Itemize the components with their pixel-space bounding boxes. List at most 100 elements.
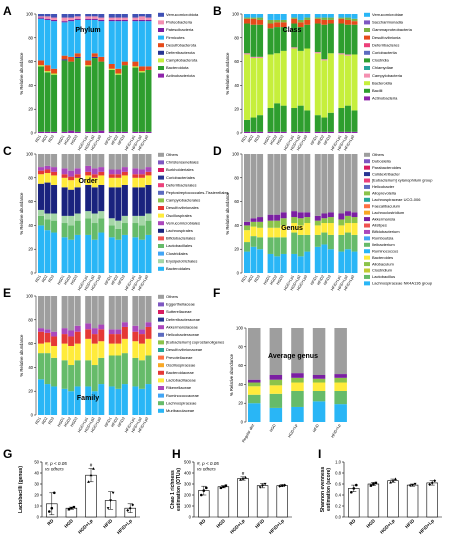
x-tick-label: HGD1 [263,135,272,146]
bar-segment [351,212,358,218]
legend-entry: Allobaculum [372,261,394,266]
bar-segment [108,68,115,70]
bar-segment [74,343,81,361]
panel-H: H 0 100 200 300 400 500 Chao 1 richness estimati… [170,447,292,535]
bar-segment [91,177,98,188]
bar-segment [274,14,281,20]
x-tick-label: HGD2 [269,135,278,146]
bar-segment [38,225,45,273]
y-tick-label: 0.0 [335,515,341,520]
bar-segment [338,154,345,214]
y-tick-label: 20 [28,247,33,252]
bar-segment [314,220,321,226]
x-tick-label: HGD+Lp3 [90,135,102,152]
data-point [224,484,228,487]
bar-segment [145,326,152,339]
data-point [53,491,56,495]
bar-segment [351,18,358,22]
bar-segment [85,338,92,361]
data-point [355,483,358,487]
bar-segment [327,23,334,54]
bar-segment [351,234,358,252]
legend-swatch [364,35,370,40]
bar-segment [68,225,75,240]
bar-segment [274,220,281,228]
bar-segment [291,47,298,49]
legend-entry: Campylobacteria [372,73,403,78]
legend-swatch [364,236,370,241]
bar-segment [74,16,81,19]
bar-segment [267,19,274,24]
bar-segment [280,131,287,133]
bar-segment [138,215,145,226]
bar-segment [327,131,334,133]
y-tick-label: 80 [238,344,243,349]
bar-segment [68,189,75,216]
x-tick-label: HGD1 [57,417,66,428]
bar-segment [61,21,68,23]
bar-segment [304,154,311,213]
bar-segment [85,211,92,219]
bar-segment [91,19,98,54]
data-point [87,480,90,483]
bar-segment [291,377,304,383]
bar-segment [250,14,257,18]
bar-segment [115,355,122,389]
y-tick-label: 100 [236,326,244,331]
x-tick-label: HFiD1 [310,135,319,146]
legend-swatch [158,236,164,241]
legend-swatch [158,190,164,195]
x-tick-label: HGD+Lp1 [77,275,89,292]
bar-segment [321,232,328,245]
bar-segment [334,390,347,405]
bar-segment [98,17,105,20]
legend-entry: Romboutsia [372,236,394,241]
bar-segment [312,378,326,383]
bar-segment [267,108,274,132]
bar-segment [257,14,264,18]
x-tick-label: RD2 [247,275,254,284]
bar-segment [334,328,347,375]
bar-segment [338,219,345,226]
bar-segment [121,154,128,168]
bar-segment [44,154,51,166]
legend-swatch [364,242,370,247]
bar-segment [108,154,115,170]
bar-segment [321,14,328,18]
x-tick-label: RD3 [254,275,261,284]
bar-segment [250,236,257,247]
data-point [350,490,353,494]
legend-entry: Verrucomicrobiales [166,220,200,225]
bar-segment [132,296,139,326]
legend-swatch [364,191,370,196]
bar-segment [138,169,145,175]
legend-swatch [158,325,164,330]
bar-segment [115,74,122,132]
bar-segment [297,105,304,132]
bar-segment [280,50,287,106]
bar-segment [314,215,321,221]
data-point [413,482,417,486]
data-point [258,486,262,489]
bar-segment [291,232,298,254]
bar-segment [68,239,75,273]
legend-entry: Akkermansia [372,216,396,221]
bar-segment [327,14,334,18]
bar-segment [44,14,51,17]
bar-segment [274,154,281,215]
bar-segment [267,54,274,109]
bar-segment [85,171,92,176]
bar-segment [250,226,257,237]
bar-segment [327,19,334,24]
bar-segment [145,234,152,273]
legend-entry: Actinobacteriota [166,73,195,78]
y-tick-label: 500 [184,460,192,465]
bar-segment [98,324,105,330]
bar-segment [291,253,298,273]
bar-segment [61,60,68,132]
bar-segment [121,21,128,62]
bar-segment [132,21,139,62]
legend-swatch [158,73,164,78]
bar-segment [61,177,68,188]
y-tick-label: 60 [238,363,243,368]
